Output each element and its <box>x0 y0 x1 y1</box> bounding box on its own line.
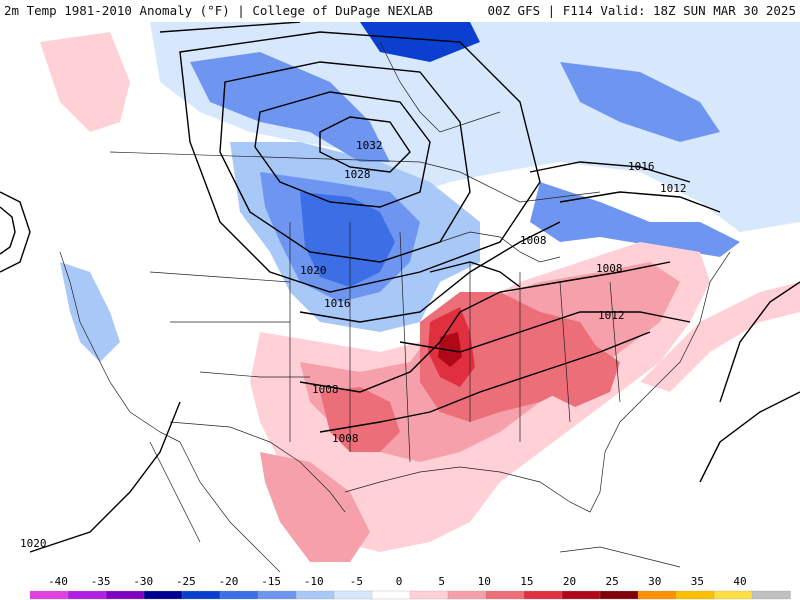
color-scale-swatch <box>105 590 145 600</box>
isobar-1024 <box>219 61 471 263</box>
warm-anomaly-mexico <box>260 452 370 562</box>
color-scale-tick-label: 30 <box>648 575 661 588</box>
color-scale-tick-label: -25 <box>176 575 196 588</box>
color-scale-swatch <box>143 590 183 600</box>
isobar-label: 1020 <box>300 264 327 277</box>
baja <box>149 441 201 543</box>
color-scale-tick-label: 10 <box>478 575 491 588</box>
isobars <box>0 22 800 553</box>
color-scale-tick-label: 20 <box>563 575 576 588</box>
cold-anomaly-medium-quebec <box>560 62 720 142</box>
color-scale-swatch <box>751 590 791 600</box>
cold-anomaly-northeast <box>530 182 740 257</box>
color-scale-swatch <box>29 590 69 600</box>
color-scale-swatch <box>637 590 677 600</box>
color-scale-tick-label: 40 <box>733 575 746 588</box>
color-scale-swatch <box>485 590 525 600</box>
color-scale-swatch <box>371 590 411 600</box>
color-scale-swatch <box>219 590 259 600</box>
isobar-label: 1008 <box>596 262 623 275</box>
color-scale-swatch <box>599 590 639 600</box>
color-scale-swatch <box>561 590 601 600</box>
color-scale-swatch <box>675 590 715 600</box>
color-scale-tick-labels: -40 -35 -30 -25 -20 -15 -10 -5 0 5 10 15 20 25 30 35 40 <box>48 575 747 588</box>
color-scale-tick-label: 5 <box>438 575 445 588</box>
color-scale-tick-label: 35 <box>691 575 704 588</box>
isobar-labels: 1032 1028 1020 1016 1016 1012 1008 1008 … <box>20 139 687 550</box>
isobar-label: 1012 <box>598 309 625 322</box>
mexico-coast <box>179 441 281 572</box>
map-title: 2m Temp 1981-2010 Anomaly (°F) | College… <box>4 3 433 18</box>
isobar-1020-north <box>179 31 541 293</box>
color-scale-tick-label: -30 <box>133 575 153 588</box>
color-scale-swatch <box>523 590 563 600</box>
color-scale-swatch <box>67 590 107 600</box>
isobar-label: 1016 <box>628 160 655 173</box>
color-scale-tick-label: 25 <box>606 575 619 588</box>
state-lines-central <box>289 222 411 463</box>
hudson-bay-shore <box>379 41 501 133</box>
temperature-anomaly-map: 1032 1028 1020 1016 1016 1012 1008 1008 … <box>0 22 800 572</box>
warm-anomaly-carolinas <box>540 342 620 407</box>
color-scale-bar: -40 -35 -30 -25 -20 -15 -10 -5 0 5 10 15 20 25 30 35 40 <box>29 575 791 600</box>
us-canada-border <box>109 151 601 203</box>
isobar-label: 1032 <box>356 139 383 152</box>
isobar-label: 1008 <box>520 234 547 247</box>
cold-anomaly-strong-dakotas <box>300 192 395 287</box>
warm-anomaly-peak-arkansas <box>438 332 462 367</box>
color-scale-tick-label: -40 <box>48 575 68 588</box>
isobar-pacific <box>29 401 181 553</box>
cold-anomaly-pacific-nw <box>60 262 120 362</box>
color-scale-swatches <box>29 590 791 600</box>
color-scale-swatch <box>447 590 487 600</box>
isobar-label: 1016 <box>324 297 351 310</box>
great-lakes <box>439 231 561 263</box>
isobar-label: 1028 <box>344 168 371 181</box>
state-lines-west <box>149 271 310 378</box>
isobar-1008 <box>299 261 671 433</box>
warm-anomaly-texas <box>320 387 400 452</box>
color-scale-tick-label: -35 <box>91 575 111 588</box>
geography-outlines <box>59 41 731 572</box>
color-scale-tick-label: 15 <box>520 575 533 588</box>
state-lines-east <box>469 262 621 442</box>
model-run-info: 00Z GFS | F114 Valid: 18Z SUN MAR 30 202… <box>487 3 796 18</box>
color-scale-tick-label: 0 <box>396 575 403 588</box>
isobar-1016 <box>159 22 691 323</box>
isobar-1012 <box>399 191 721 353</box>
cold-anomaly-strong-hudson <box>360 22 480 62</box>
isobar-label: 1012 <box>660 182 687 195</box>
isobar-label: 1020 <box>20 537 47 550</box>
isobar-1028 <box>254 91 431 208</box>
color-scale-swatch <box>181 590 221 600</box>
color-scale-swatch <box>295 590 335 600</box>
color-scale-swatch <box>257 590 297 600</box>
anomaly-shading <box>40 22 800 562</box>
color-scale-tick-label: -15 <box>261 575 281 588</box>
isobar-atlantic <box>699 281 800 483</box>
isobar-west-low <box>0 191 31 273</box>
warm-anomaly-atlantic-streak <box>640 282 800 392</box>
color-scale-swatch <box>713 590 753 600</box>
color-scale-swatch <box>409 590 449 600</box>
isobar-1032 <box>319 116 411 173</box>
color-scale-tick-label: -20 <box>219 575 239 588</box>
us-mexico-border <box>169 421 346 513</box>
cuba <box>559 546 681 568</box>
color-scale-tick-label: -10 <box>304 575 324 588</box>
color-scale-swatch <box>333 590 373 600</box>
gulf-coast <box>344 251 731 513</box>
isobar-label: 1008 <box>332 432 359 445</box>
warm-anomaly-canada-west <box>40 32 130 132</box>
isobar-label: 1008 <box>312 383 339 396</box>
us-west-coast <box>59 251 181 443</box>
color-scale-tick-label: -5 <box>350 575 363 588</box>
